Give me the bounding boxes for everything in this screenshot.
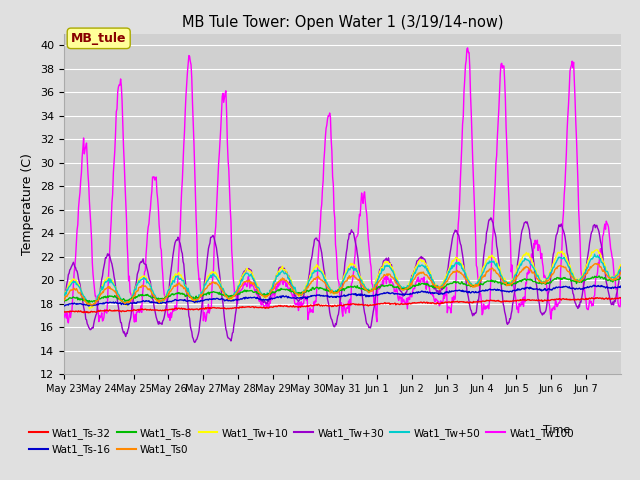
- Title: MB Tule Tower: Open Water 1 (3/19/14-now): MB Tule Tower: Open Water 1 (3/19/14-now…: [182, 15, 503, 30]
- Legend: Wat1_Ts-32, Wat1_Ts-16, Wat1_Ts-8, Wat1_Ts0, Wat1_Tw+10, Wat1_Tw+30, Wat1_Tw+50,: Wat1_Ts-32, Wat1_Ts-16, Wat1_Ts-8, Wat1_…: [25, 424, 578, 459]
- Y-axis label: Temperature (C): Temperature (C): [22, 153, 35, 255]
- Text: MB_tule: MB_tule: [71, 32, 127, 45]
- Text: Time: Time: [543, 425, 570, 435]
